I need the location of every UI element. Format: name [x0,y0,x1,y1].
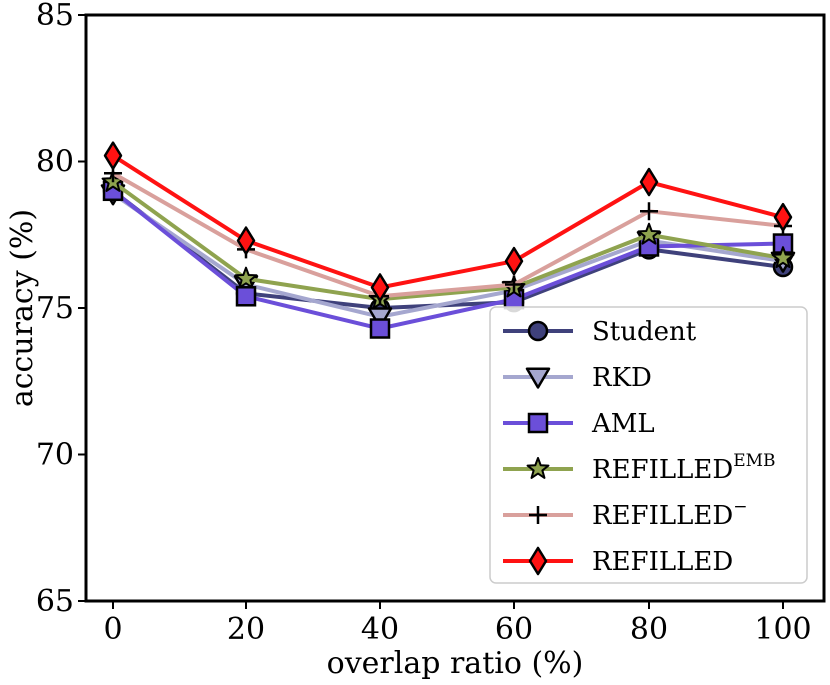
legend-marker [529,506,547,524]
legend-box [489,306,808,584]
y-axis-title: accuracy (%) [5,209,40,407]
legend-label: RKD [592,363,652,393]
y-tick-label: 75 [36,291,74,326]
y-tick-label: 85 [36,0,74,33]
series-line [111,180,784,302]
series-line [111,153,784,290]
data-point [370,273,390,302]
x-axis-title: overlap ratio (%) [327,646,584,681]
legend-label: REFILLEDEMB [592,451,776,485]
data-point [640,202,658,221]
y-tick-label: 80 [36,145,74,180]
legend-entry: AML [503,409,655,439]
legend-entry: RKD [503,363,652,393]
x-tick-label: 20 [227,612,265,647]
legend-label-main: REFILLED [592,455,733,485]
legend-marker [527,412,549,434]
legend-label-sup: − [733,497,747,517]
x-tick-label: 0 [103,612,122,647]
data-point [369,318,391,339]
legend-label-sup: EMB [733,451,775,471]
data-point [637,222,661,245]
data-point [773,202,793,232]
legend-label-main: RKD [592,363,652,393]
x-tick-label: 100 [754,612,811,647]
x-tick-label: 40 [361,612,399,647]
data-point [103,141,123,170]
legend-marker [527,320,549,342]
legend-entries: StudentRKDAMLREFILLEDEMBREFILLED−REFILLE… [503,317,776,577]
x-tick-label: 80 [630,612,668,647]
legend-label-main: REFILLED [592,547,733,577]
y-tick-label: 65 [36,584,74,619]
legend-label-main: AML [591,409,655,439]
legend-label: REFILLED− [592,497,747,531]
legend-entry: REFILLED [503,546,733,577]
series-REFILLED [103,141,793,302]
legend-marker [528,546,548,576]
legend-label: REFILLED [592,547,733,577]
x-tick-label: 60 [495,612,533,647]
legend-marker [525,367,551,389]
legend-entry: Student [503,317,697,347]
series-layer [100,141,796,339]
y-tick-label: 70 [36,438,74,473]
data-point [505,275,523,294]
data-point [639,167,659,197]
legend-label-main: REFILLED [592,501,733,531]
legend-label-main: Student [592,317,697,347]
data-point [367,307,393,329]
legend: StudentRKDAMLREFILLEDEMBREFILLED−REFILLE… [489,306,808,584]
data-point [234,266,258,289]
legend-marker [526,457,550,479]
y-axis: 65 70 75 80 85 [36,0,86,619]
data-point [771,246,795,269]
legend-label: AML [591,409,655,439]
legend-entry: REFILLED− [503,497,747,531]
series-line [112,171,784,299]
data-point [236,226,256,255]
data-point [504,246,524,276]
x-axis: 0 20 40 60 80 100 [103,601,812,647]
data-point [235,286,257,307]
legend-entry: REFILLEDEMB [503,451,776,485]
legend-label: Student [592,317,697,347]
series-line [111,189,784,331]
